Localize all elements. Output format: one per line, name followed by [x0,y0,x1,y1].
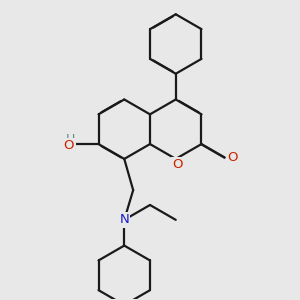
Text: O: O [64,139,74,152]
Text: O: O [227,151,237,164]
Text: O: O [172,158,182,171]
Text: H: H [66,133,75,146]
Text: N: N [119,213,129,226]
